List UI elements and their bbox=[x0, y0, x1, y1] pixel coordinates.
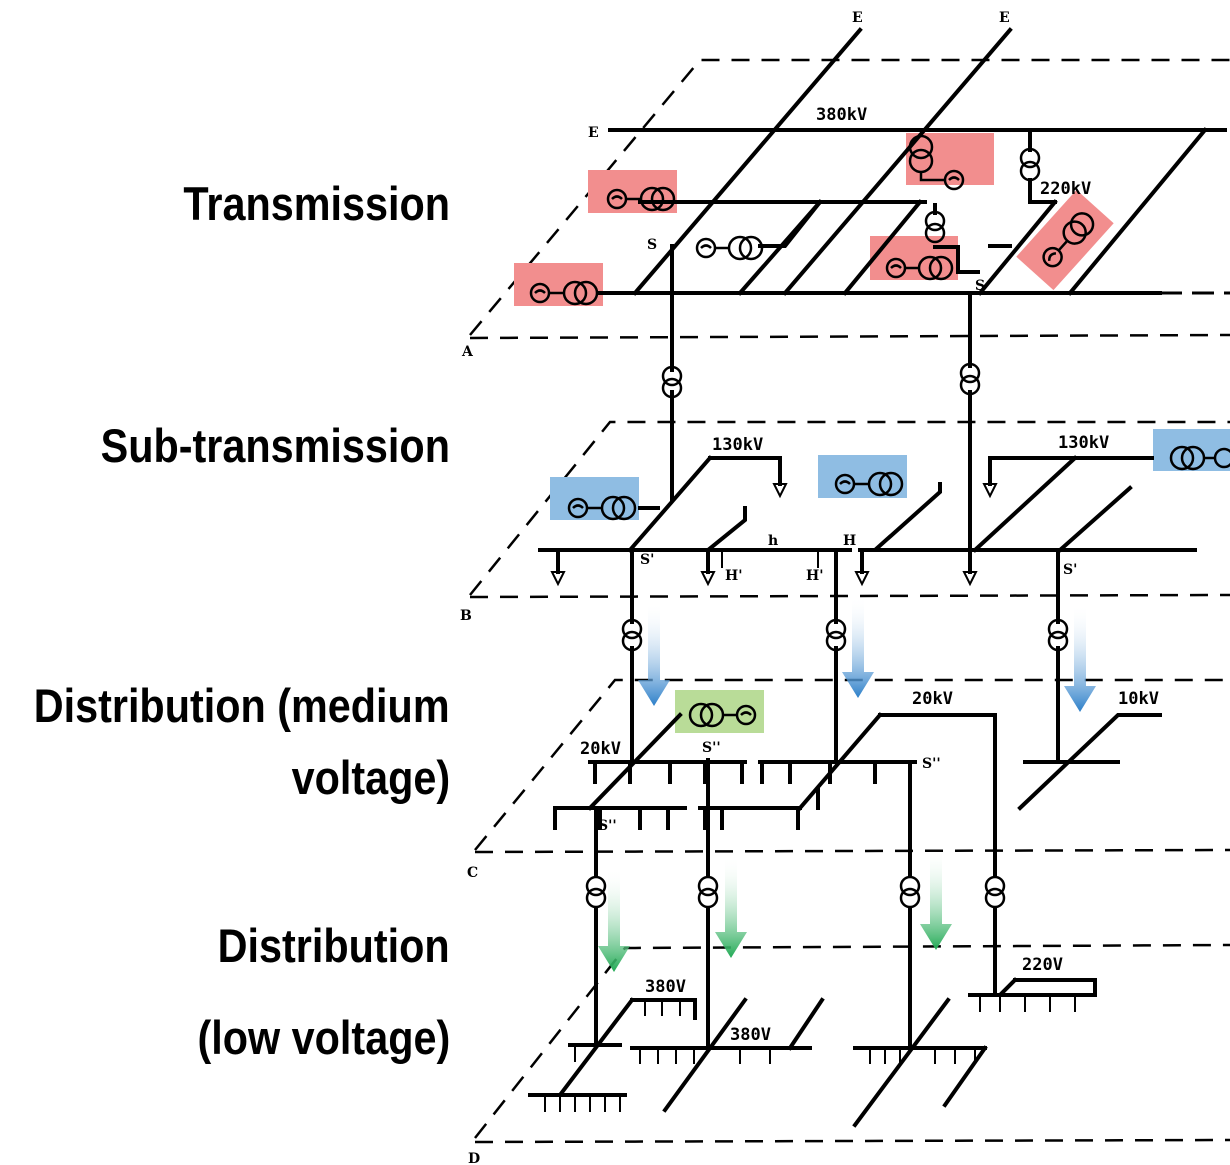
node-label-s: S bbox=[647, 237, 657, 253]
transformer-icon bbox=[661, 365, 683, 399]
down-arrow-icon bbox=[598, 868, 630, 972]
transformer-icon bbox=[585, 875, 607, 909]
transformer-icon bbox=[825, 618, 847, 652]
node-label-s-prime: S' bbox=[1063, 562, 1077, 578]
transmission-highlights bbox=[514, 133, 1114, 306]
plane-outlines bbox=[469, 58, 1230, 1144]
subtransmission-highlights bbox=[550, 429, 1230, 520]
generator-transformer-icon bbox=[1169, 445, 1230, 471]
transformer-icon bbox=[621, 618, 643, 652]
transmission-generator-highlight bbox=[514, 263, 603, 306]
flow-arrows-blue bbox=[638, 596, 1096, 712]
plane-label-e-side: E bbox=[588, 125, 599, 141]
voltage-label-380v-a: 380V bbox=[645, 977, 686, 997]
generator-transformer-icon bbox=[834, 471, 904, 497]
subtransmission-generator-highlight bbox=[818, 455, 907, 498]
down-arrow-icon bbox=[715, 856, 747, 958]
node-label-s-prime: S' bbox=[640, 552, 654, 568]
voltage-label-380kv: 380kV bbox=[816, 105, 867, 125]
transmission-network bbox=[598, 27, 1230, 552]
subtransmission-generator-highlight bbox=[550, 477, 639, 520]
level-label-low-voltage-2: (low voltage) bbox=[197, 1011, 450, 1064]
transmission-generator-highlight bbox=[588, 170, 677, 213]
voltage-label-220v: 220V bbox=[1022, 955, 1063, 975]
node-label-s-double-prime: S'' bbox=[598, 818, 617, 834]
generator-transformer-icon bbox=[529, 280, 599, 306]
flow-arrows-green bbox=[598, 848, 952, 972]
plane-label-b: B bbox=[460, 608, 472, 624]
level-label-medium-voltage-2: voltage) bbox=[291, 751, 450, 804]
level-label-subtransmission: Sub-transmission bbox=[100, 419, 450, 472]
voltage-label-20kv-right: 20kV bbox=[912, 689, 953, 709]
voltage-label-130kv-left: 130kV bbox=[712, 435, 763, 455]
voltage-label-380v-b: 380V bbox=[730, 1025, 771, 1045]
voltage-label-220kv: 220kV bbox=[1040, 179, 1091, 199]
transformer-icon bbox=[697, 875, 719, 909]
node-label-s-double-prime: S'' bbox=[702, 740, 721, 756]
subtransmission-symbols bbox=[567, 445, 1230, 652]
down-arrow-icon bbox=[920, 848, 952, 950]
plane-label-c: C bbox=[467, 865, 478, 881]
generator-transformer-icon bbox=[1042, 212, 1095, 268]
transformer-icon bbox=[924, 210, 946, 244]
plane-label-e-top-1: E bbox=[852, 10, 863, 26]
transformer-icon bbox=[959, 362, 981, 396]
generator-transformer-icon bbox=[567, 495, 637, 521]
medium-voltage-network bbox=[553, 712, 1162, 877]
down-arrow-icon bbox=[638, 602, 670, 706]
transformer-icon bbox=[1047, 618, 1069, 652]
transformer-icon bbox=[899, 875, 921, 909]
node-label-H: H bbox=[843, 533, 856, 549]
low-voltage-network bbox=[528, 906, 1097, 1128]
generator-transformer-icon bbox=[688, 702, 757, 728]
voltage-label-130kv-right: 130kV bbox=[1058, 433, 1109, 453]
down-arrow-icon bbox=[1064, 604, 1096, 712]
generator-transformer-icon bbox=[606, 186, 676, 212]
generator-transformer-icon bbox=[908, 134, 965, 191]
level-label-medium-voltage-1: Distribution (medium bbox=[34, 679, 450, 732]
level-label-low-voltage-1: Distribution bbox=[217, 919, 450, 972]
transformer-icon bbox=[984, 875, 1006, 909]
plane-label-e-top-2: E bbox=[999, 10, 1010, 26]
node-label-h-prime: H' bbox=[725, 568, 743, 584]
generator-transformer-icon bbox=[885, 255, 954, 281]
transmission-symbols bbox=[529, 134, 1095, 399]
medium-voltage-generator-highlight bbox=[675, 690, 764, 733]
subtransmission-network bbox=[538, 455, 1197, 762]
plane-label-d: D bbox=[468, 1151, 480, 1165]
generator-transformer-icon bbox=[695, 235, 764, 261]
voltage-label-20kv-left: 20kV bbox=[580, 739, 621, 759]
node-label-s: S bbox=[975, 278, 985, 294]
plane-label-a: A bbox=[461, 344, 474, 360]
voltage-label-10kv: 10kV bbox=[1118, 689, 1159, 709]
node-label-h: h bbox=[768, 533, 778, 549]
level-label-transmission: Transmission bbox=[183, 177, 450, 230]
node-label-s-double-prime: S'' bbox=[922, 756, 941, 772]
transformer-icon bbox=[1019, 147, 1041, 182]
node-label-h-prime: H' bbox=[806, 568, 824, 584]
down-arrow-icon bbox=[842, 596, 874, 698]
